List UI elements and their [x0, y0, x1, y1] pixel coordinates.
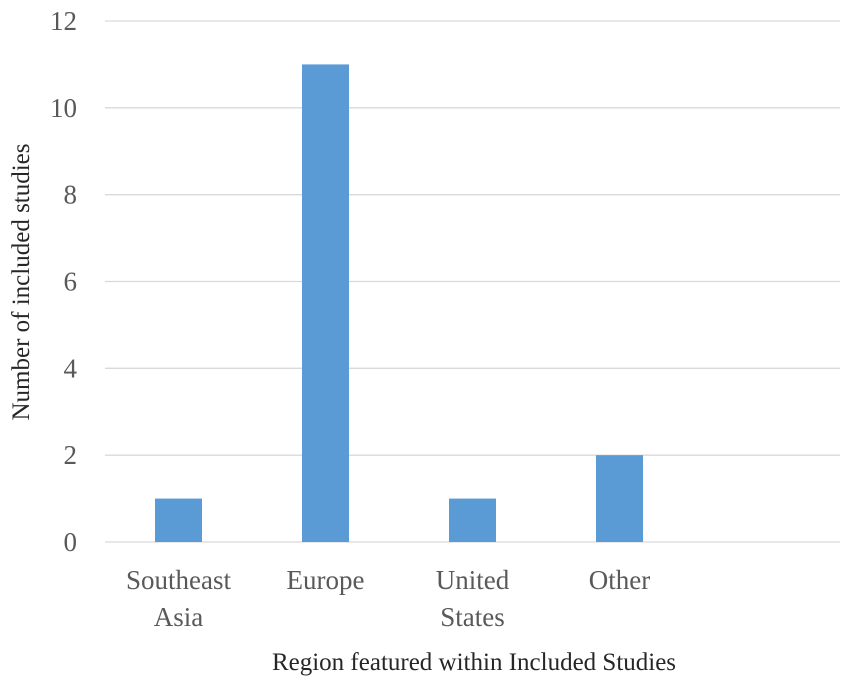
x-tick-label: Southeast Asia — [126, 565, 231, 632]
x-tick-label: Other — [589, 565, 650, 595]
y-tick-label: 2 — [64, 440, 78, 470]
bar — [155, 498, 202, 542]
bar — [449, 498, 496, 542]
x-tick-labels: Southeast Asia Europe United States Other — [126, 565, 650, 632]
gridlines — [105, 20, 840, 543]
y-axis-title: Number of included studies — [8, 143, 35, 420]
y-tick-label: 0 — [64, 527, 78, 557]
y-tick-label: 12 — [50, 6, 77, 36]
y-tick-labels: 0 2 4 6 8 10 12 — [50, 6, 78, 557]
y-tick-label: 10 — [50, 93, 77, 123]
bar — [596, 455, 643, 542]
y-tick-label: 8 — [64, 180, 78, 210]
y-tick-label: 4 — [64, 353, 78, 383]
bars — [155, 64, 643, 543]
x-tick-label: Europe — [287, 565, 365, 595]
y-tick-label: 6 — [64, 267, 78, 297]
x-tick-label: United States — [436, 565, 510, 632]
x-axis-title: Region featured within Included Studies — [272, 649, 676, 676]
bar — [302, 64, 349, 543]
